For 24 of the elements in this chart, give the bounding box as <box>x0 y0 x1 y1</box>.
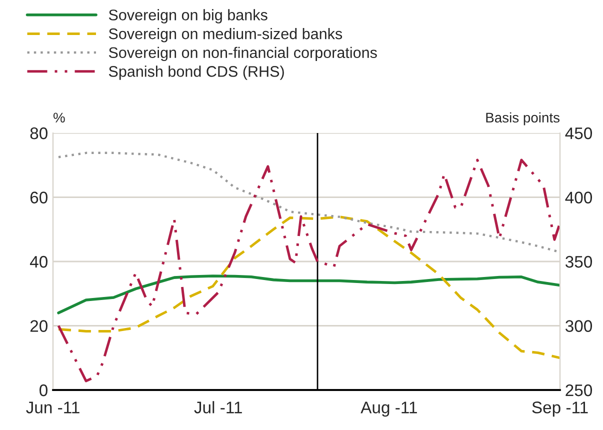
line-series <box>57 152 560 254</box>
y2-tick-label: 400 <box>565 192 592 204</box>
x-tick-label: Aug -11 <box>360 402 417 417</box>
line-series <box>57 274 560 314</box>
legend-label: Sovereign on medium-sized banks <box>108 28 342 42</box>
y-tick-label: 20 <box>30 320 48 332</box>
y-axis-title: % <box>53 112 65 122</box>
y2-tick-label: 250 <box>566 384 592 396</box>
x-tick-label: Sep -11 <box>532 402 588 417</box>
x-tick-label: Jul -11 <box>194 401 242 414</box>
x-tick-label: Jun -11 <box>26 402 80 414</box>
y-tick-label: 0 <box>40 384 48 396</box>
y2-tick-label: 300 <box>565 320 592 332</box>
y2-tick-label: 450 <box>565 127 592 140</box>
line-series <box>57 158 560 382</box>
line-series <box>57 216 560 360</box>
y-tick-label: 80 <box>30 127 48 140</box>
y2-axis-title: Basis points <box>486 112 560 126</box>
y-tick-label: 40 <box>30 256 48 268</box>
y-tick-label: 60 <box>30 192 48 204</box>
legend-label: Sovereign on big banks <box>108 9 268 24</box>
y2-tick-label: 350 <box>565 256 592 268</box>
legend-label: Spanish bond CDS (RHS) <box>108 66 284 80</box>
legend-label: Sovereign on non-financial corporations <box>108 46 377 62</box>
